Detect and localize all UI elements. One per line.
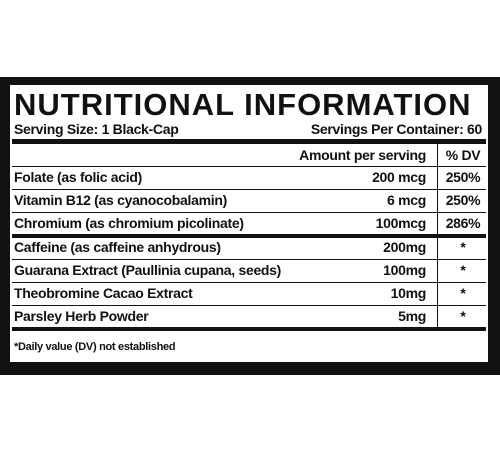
nutrient-amount: 100mg bbox=[383, 262, 426, 278]
nutrient-name: Guarana Extract (Paullinia cupana, seeds… bbox=[14, 262, 282, 278]
rule bbox=[12, 259, 486, 260]
nutrient-dv: 250% bbox=[445, 192, 481, 208]
nutrient-name: Theobromine Cacao Extract bbox=[14, 285, 193, 301]
nutrient-dv: * bbox=[460, 262, 466, 278]
nutrient-dv: * bbox=[460, 308, 466, 324]
amount-header: Amount per serving bbox=[299, 147, 426, 163]
nutrient-amount: 200mg bbox=[383, 239, 426, 255]
servings-per-container: Servings Per Container: 60 bbox=[310, 121, 482, 137]
nutrient-amount: 10mg bbox=[390, 285, 427, 301]
nutrient-dv: 286% bbox=[445, 215, 481, 231]
nutrient-amount: 5mg bbox=[398, 308, 426, 324]
thick-rule bbox=[12, 234, 486, 238]
thick-rule bbox=[12, 139, 486, 144]
nutrient-dv: * bbox=[460, 285, 466, 301]
dv-header: % DV bbox=[445, 147, 481, 163]
rule bbox=[12, 282, 486, 283]
label-frame: NUTRITIONAL INFORMATION Serving Size: 1 … bbox=[0, 77, 500, 375]
title: NUTRITIONAL INFORMATION bbox=[14, 87, 472, 122]
nutrient-amount: 200 mcg bbox=[372, 169, 426, 185]
serving-size: Serving Size: 1 Black-Cap bbox=[14, 121, 179, 137]
nutrient-name: Vitamin B12 (as cyanocobalamin) bbox=[14, 192, 227, 208]
nutrient-name: Folate (as folic acid) bbox=[14, 169, 142, 185]
thick-rule bbox=[12, 327, 486, 331]
label-panel: NUTRITIONAL INFORMATION Serving Size: 1 … bbox=[10, 85, 488, 362]
nutrient-name: Chromium (as chromium picolinate) bbox=[14, 215, 244, 231]
nutrient-amount: 6 mcg bbox=[387, 192, 426, 208]
rule bbox=[12, 305, 486, 306]
nutrient-dv: * bbox=[460, 239, 466, 255]
nutrient-amount: 100mcg bbox=[375, 215, 427, 231]
footnote: *Daily value (DV) not established bbox=[14, 341, 176, 353]
nutrient-name: Parsley Herb Powder bbox=[14, 308, 149, 324]
nutrient-dv: 250% bbox=[445, 169, 481, 185]
rule bbox=[12, 166, 486, 167]
rule bbox=[12, 212, 486, 213]
rule bbox=[12, 189, 486, 190]
nutrient-name: Caffeine (as caffeine anhydrous) bbox=[14, 239, 221, 255]
